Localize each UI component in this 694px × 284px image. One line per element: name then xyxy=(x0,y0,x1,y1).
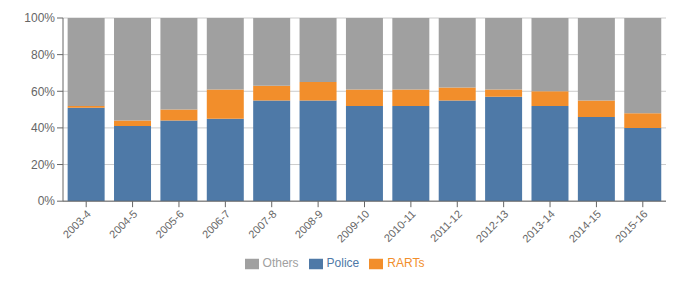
html-text:Police: Police xyxy=(326,256,360,271)
svg-text:2010-11: 2010-11 xyxy=(381,208,417,244)
svg-text:2005-6: 2005-6 xyxy=(153,208,186,241)
svg-text:2015-16: 2015-16 xyxy=(613,208,650,245)
html-text:Others: Others xyxy=(262,256,299,271)
svg-text:100%: 100% xyxy=(24,11,55,25)
svg-text:2009-10: 2009-10 xyxy=(334,208,371,245)
svg-text:60%: 60% xyxy=(31,85,55,99)
svg-text:2012-13: 2012-13 xyxy=(474,208,511,245)
svg-text:2006-7: 2006-7 xyxy=(200,208,233,241)
svg-text:0%: 0% xyxy=(38,194,56,208)
svg-text:2013-14: 2013-14 xyxy=(520,208,557,245)
svg-text:80%: 80% xyxy=(31,48,55,62)
svg-text:20%: 20% xyxy=(31,158,55,172)
svg-text:2003-4: 2003-4 xyxy=(60,208,93,241)
html-text:RARTs: RARTs xyxy=(387,256,425,271)
svg-text:2011-12: 2011-12 xyxy=(428,208,464,244)
svg-text:40%: 40% xyxy=(31,121,55,135)
svg-text:2004-5: 2004-5 xyxy=(107,208,140,241)
svg-text:2007-8: 2007-8 xyxy=(246,208,279,241)
svg-text:2014-15: 2014-15 xyxy=(566,208,603,245)
svg-text:2008-9: 2008-9 xyxy=(292,208,325,241)
